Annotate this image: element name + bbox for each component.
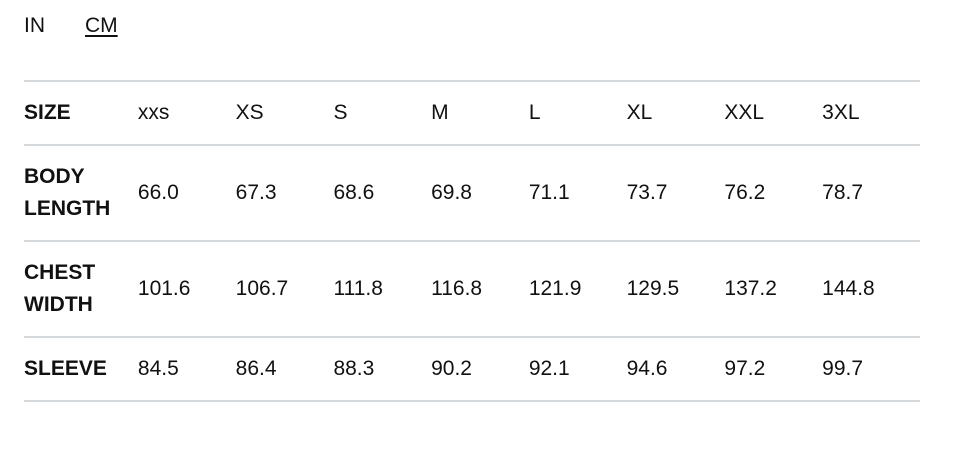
- table-cell: 73.7: [626, 181, 668, 204]
- table-cell: 129.5: [626, 277, 680, 300]
- table-cell: 144.8: [822, 277, 875, 300]
- table-cell: 94.6: [626, 357, 668, 380]
- row-label-line: LENGTH: [24, 197, 111, 220]
- table-cell: 69.8: [431, 181, 472, 204]
- unit-in-button[interactable]: IN: [24, 14, 45, 37]
- table-cell: 97.2: [724, 357, 766, 380]
- table-cell: 111.8: [333, 277, 383, 300]
- row-label: CHEST WIDTH: [24, 241, 138, 337]
- table-cell: 78.7: [822, 181, 864, 204]
- unit-cm-button[interactable]: CM: [85, 14, 118, 37]
- table-row: SLEEVE 84.5 86.4 88.3 90.2 92.1 94.6 97.2 99.7: [24, 337, 920, 401]
- table-cell: 67.3: [235, 181, 277, 204]
- table-cell: 88.3: [333, 357, 375, 380]
- table-cell: 71.1: [528, 181, 570, 204]
- table-cell: 86.4: [235, 357, 277, 380]
- table-cell: 90.2: [431, 357, 472, 380]
- table-row: BODY LENGTH 66.0 67.3 68.6 69.8 71.1 73.7 76.2 78…: [24, 145, 920, 241]
- table-cell: 99.7: [822, 357, 864, 380]
- row-label-line: CHEST: [24, 261, 96, 284]
- row-label-line: BODY: [24, 165, 85, 188]
- row-label: SIZE: [24, 101, 71, 124]
- table-cell: 101.6: [137, 277, 191, 300]
- size-header-cell: XS: [235, 101, 264, 124]
- table-cell: 66.0: [137, 181, 179, 204]
- size-header-cell: XXL: [724, 101, 765, 124]
- row-label: BODY LENGTH: [24, 145, 138, 241]
- table-cell: 68.6: [333, 181, 375, 204]
- size-header-cell: L: [528, 101, 541, 124]
- table-row: CHEST WIDTH 101.6 106.7 111.8 116.8 121.9 129.5…: [24, 241, 920, 337]
- row-label: SLEEVE: [24, 357, 107, 380]
- row-label-line: WIDTH: [24, 293, 93, 316]
- size-header-cell: 3XL: [822, 101, 860, 124]
- table-row: SIZE xxs XS S M L XL XXL 3XL: [24, 81, 920, 145]
- size-header-cell: XL: [626, 101, 653, 124]
- table-cell: 106.7: [235, 277, 289, 300]
- table-cell: 116.8: [431, 277, 483, 300]
- table-cell: 76.2: [724, 181, 766, 204]
- table-cell: 121.9: [528, 277, 582, 300]
- table-cell: 137.2: [724, 277, 777, 300]
- size-header-cell: xxs: [137, 101, 170, 124]
- unit-toggle: IN CM: [24, 14, 118, 38]
- table-cell: 84.5: [137, 357, 179, 380]
- size-header-cell: M: [431, 101, 449, 124]
- size-chart-table: SIZE xxs XS S M L XL XXL 3XL BODY LENGTH 66.0 67.3 68…: [24, 80, 920, 402]
- size-header-cell: S: [333, 101, 348, 124]
- table-cell: 92.1: [528, 357, 570, 380]
